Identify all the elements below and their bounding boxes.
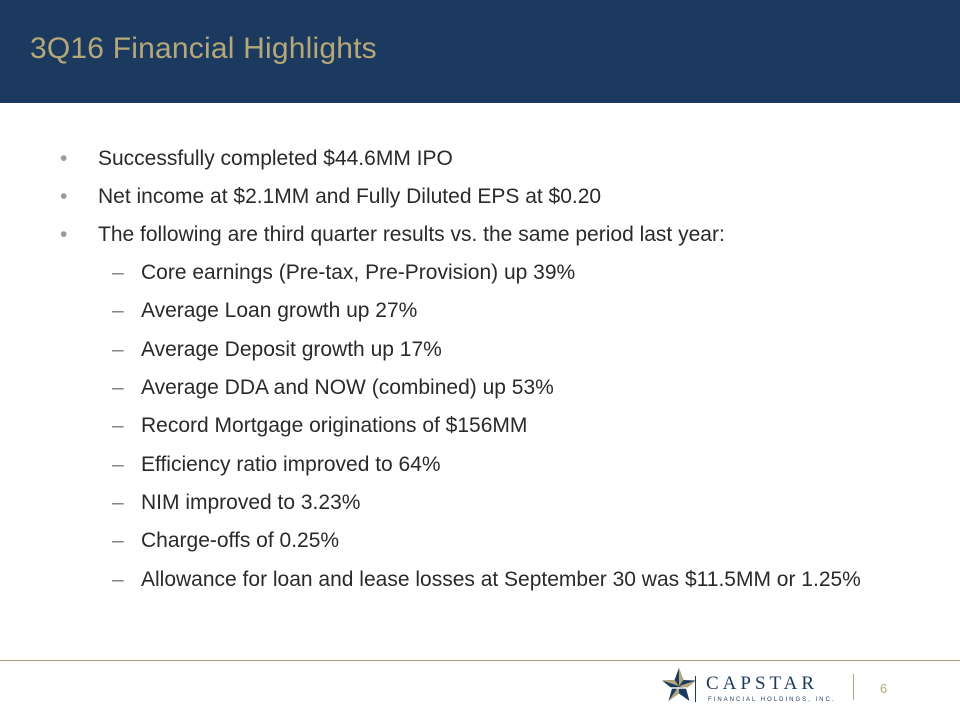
footer-rule xyxy=(0,660,960,661)
sub-bullet-text: Efficiency ratio improved to 64% xyxy=(141,453,441,476)
dash-marker: – xyxy=(112,491,124,514)
title-bar: 3Q16 Financial Highlights xyxy=(0,0,960,103)
bullet-text: Net income at $2.1MM and Fully Diluted E… xyxy=(98,185,602,208)
dash-marker: – xyxy=(112,338,124,361)
logo-wordmark: CAPSTAR xyxy=(706,673,819,694)
bullet-marker: • xyxy=(60,147,68,170)
bullet-marker: • xyxy=(60,223,68,246)
dash-marker: – xyxy=(112,529,124,552)
sub-bullet-text: Charge-offs of 0.25% xyxy=(141,529,340,552)
sub-bullet-text: Core earnings (Pre-tax, Pre-Provision) u… xyxy=(141,261,576,284)
page-number: 6 xyxy=(880,681,888,696)
dash-marker: – xyxy=(112,261,124,284)
dash-marker: – xyxy=(112,568,124,591)
dash-marker: – xyxy=(112,453,124,476)
slide-title: 3Q16 Financial Highlights xyxy=(30,32,377,65)
sub-bullet-text: Allowance for loan and lease losses at S… xyxy=(141,568,861,591)
sub-bullet-text: Average DDA and NOW (combined) up 53% xyxy=(141,376,554,399)
bullet-text: The following are third quarter results … xyxy=(98,223,725,246)
sub-bullet-text: Record Mortgage originations of $156MM xyxy=(141,414,528,437)
logo-rule xyxy=(695,676,696,702)
sub-bullet-text: NIM improved to 3.23% xyxy=(141,491,361,514)
footer-divider xyxy=(853,674,854,700)
dash-marker: – xyxy=(112,414,124,437)
bullet-text: Successfully completed $44.6MM IPO xyxy=(98,147,453,170)
bullet-marker: • xyxy=(60,185,68,208)
star-icon xyxy=(662,668,696,701)
dash-marker: – xyxy=(112,376,124,399)
sub-bullet-text: Average Loan growth up 27% xyxy=(141,299,418,322)
sub-bullet-text: Average Deposit growth up 17% xyxy=(141,338,442,361)
logo-subtitle: FINANCIAL HOLDINGS, INC. xyxy=(708,697,836,703)
dash-marker: – xyxy=(112,299,124,322)
